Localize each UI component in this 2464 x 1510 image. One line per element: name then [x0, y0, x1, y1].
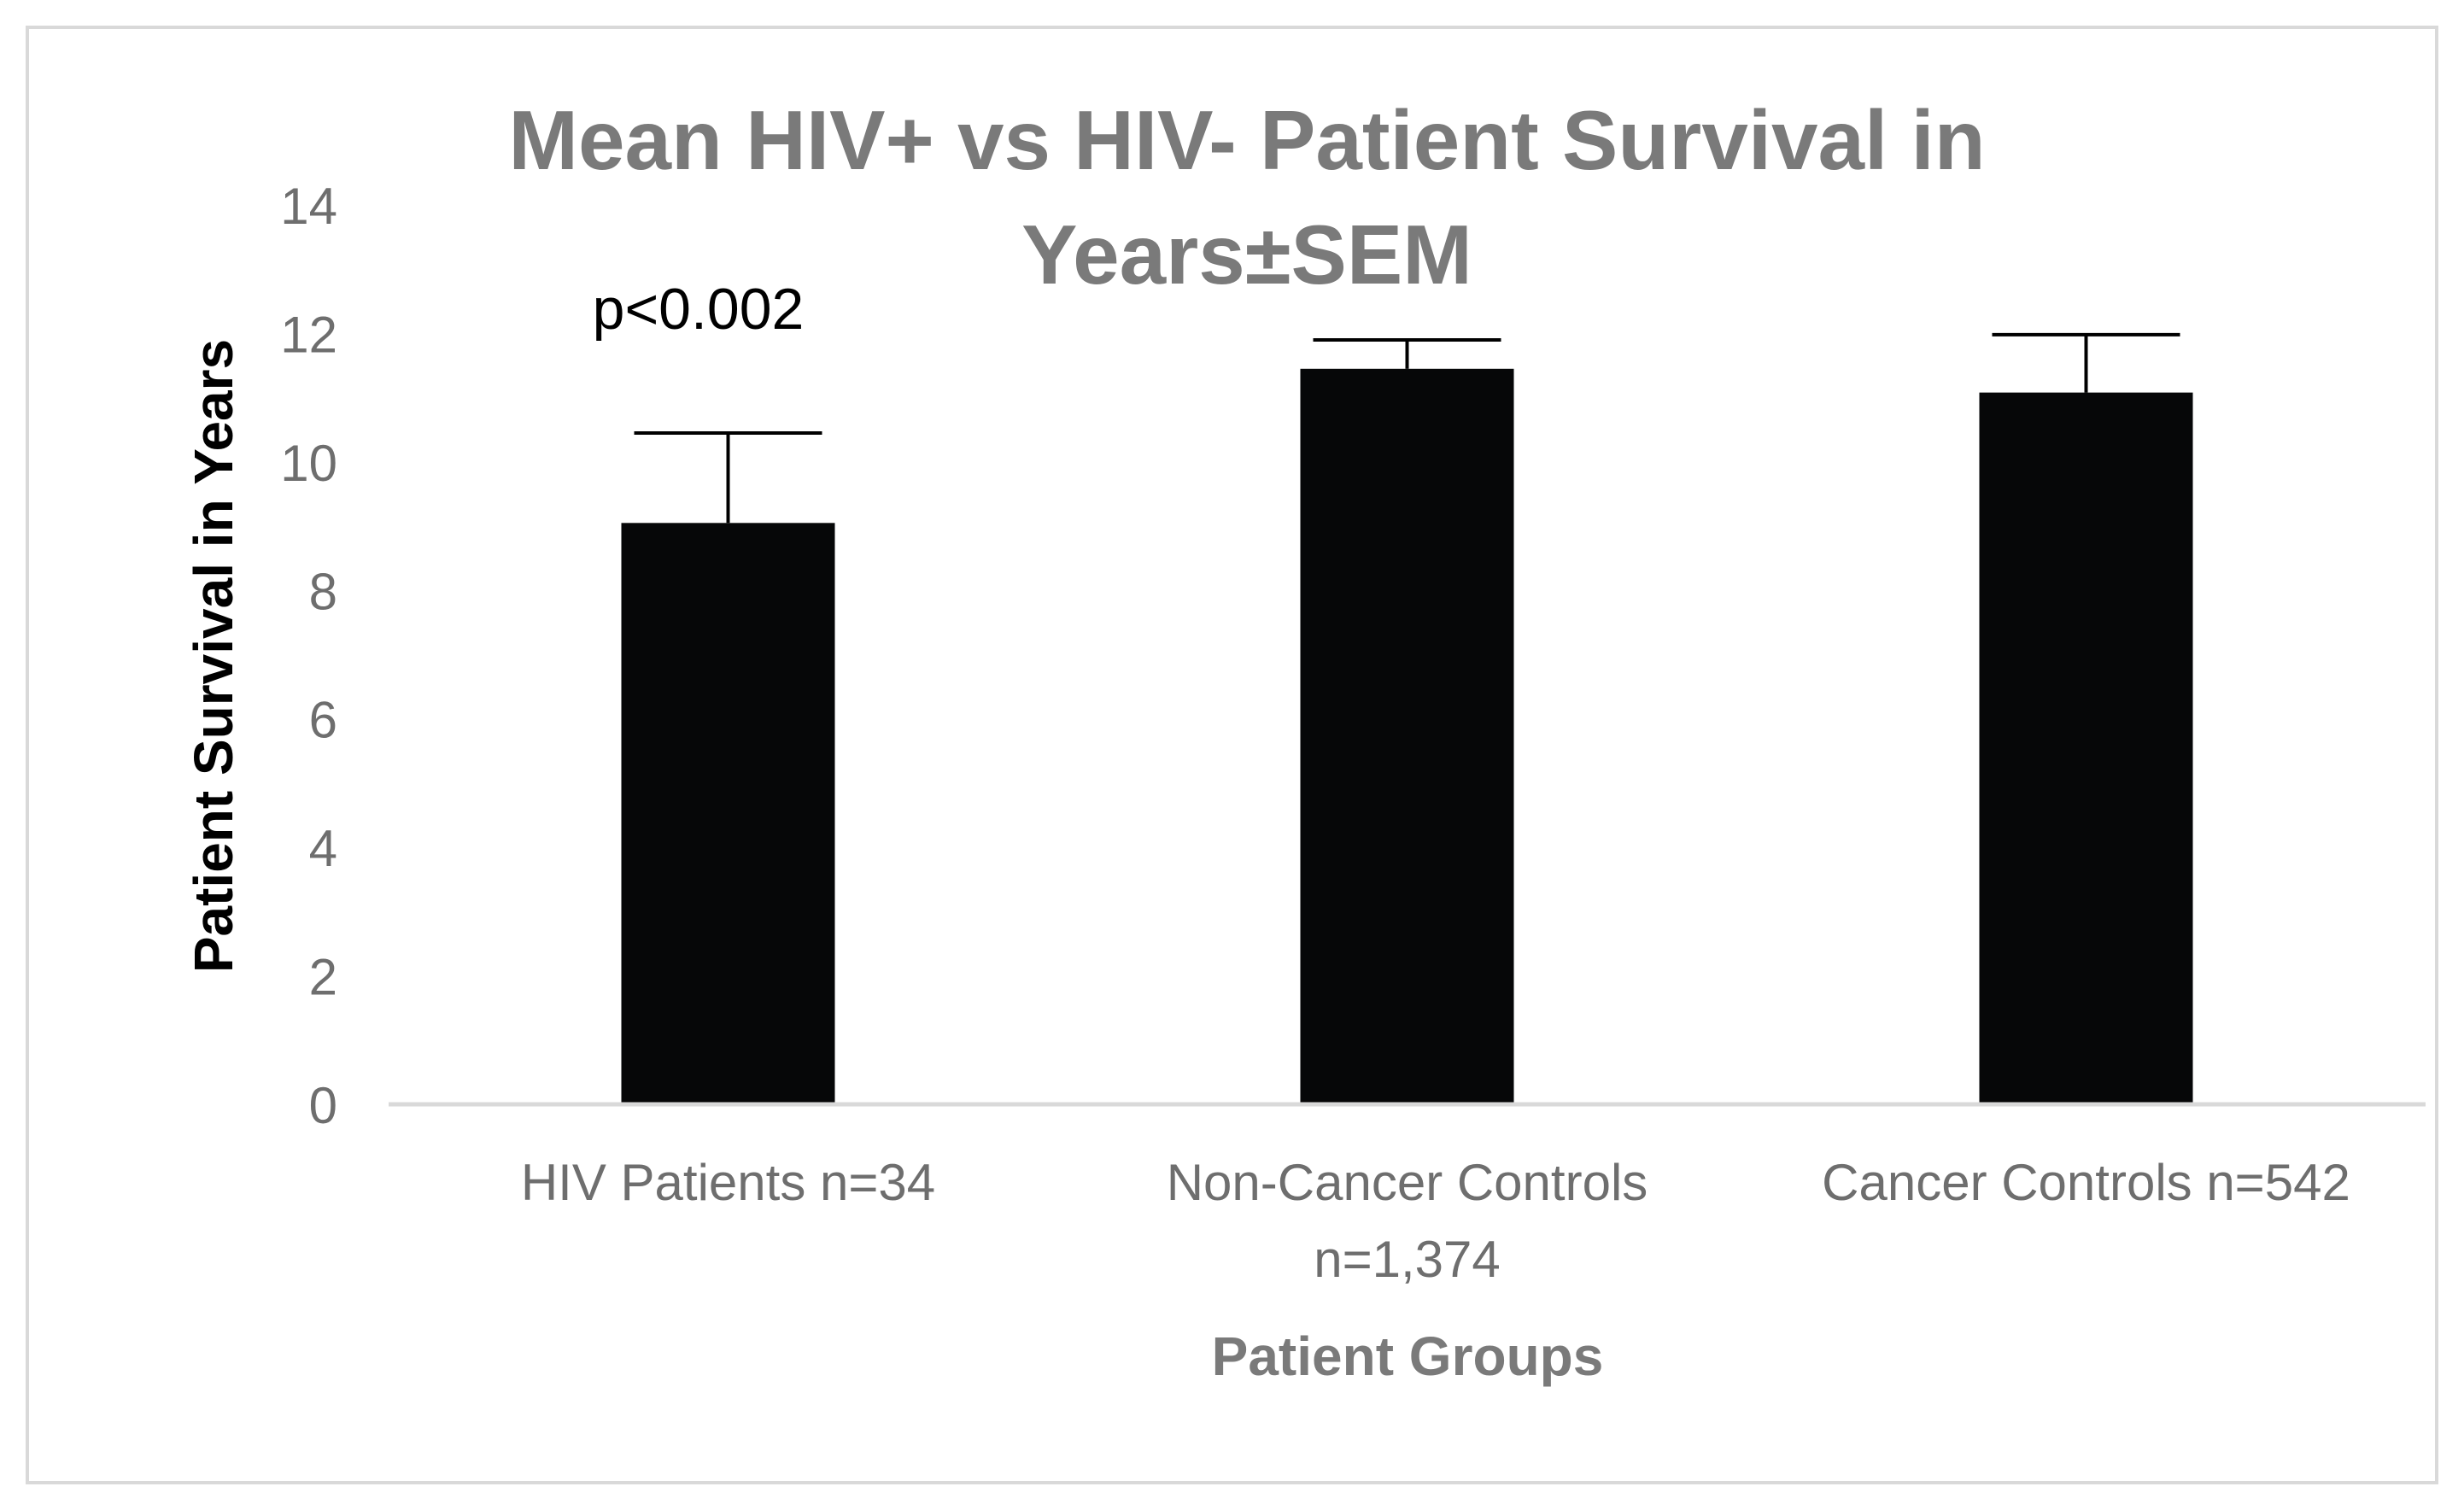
- y-tick-label: 8: [309, 563, 337, 620]
- y-tick-label: 6: [309, 692, 337, 749]
- y-axis-label: Patient Survival in Years: [183, 339, 244, 973]
- y-tick-label: 10: [280, 435, 337, 492]
- y-tick-labels: 0 2 4 6 8 10 12 14: [280, 178, 337, 1134]
- x-tick-label: Non-Cancer Controls: [1167, 1154, 1648, 1211]
- bar: [1300, 368, 1514, 1105]
- x-tick-label: n=1,374: [1314, 1231, 1501, 1288]
- error-bars: [634, 332, 2180, 524]
- bar: [621, 523, 835, 1104]
- y-tick-label: 14: [280, 178, 337, 235]
- significance-annotation: p<0.002: [593, 277, 805, 342]
- chart-title-line-2: Years±SEM: [1021, 208, 1472, 301]
- bar: [1979, 392, 2193, 1104]
- x-tick-label: Cancer Controls n=542: [1822, 1154, 2350, 1211]
- y-tick-label: 12: [280, 306, 337, 363]
- y-tick-label: 0: [309, 1077, 337, 1134]
- y-tick-label: 4: [309, 820, 337, 877]
- x-axis-label: Patient Groups: [1212, 1326, 1604, 1387]
- bars: [621, 368, 2193, 1105]
- x-tick-labels: HIV Patients n=34 Non-Cancer Controls n=1,…: [521, 1154, 2350, 1288]
- x-tick-label: HIV Patients n=34: [521, 1154, 935, 1211]
- chart-title-line-1: Mean HIV+ vs HIV- Patient Survival in: [508, 93, 1985, 187]
- y-tick-label: 2: [309, 949, 337, 1006]
